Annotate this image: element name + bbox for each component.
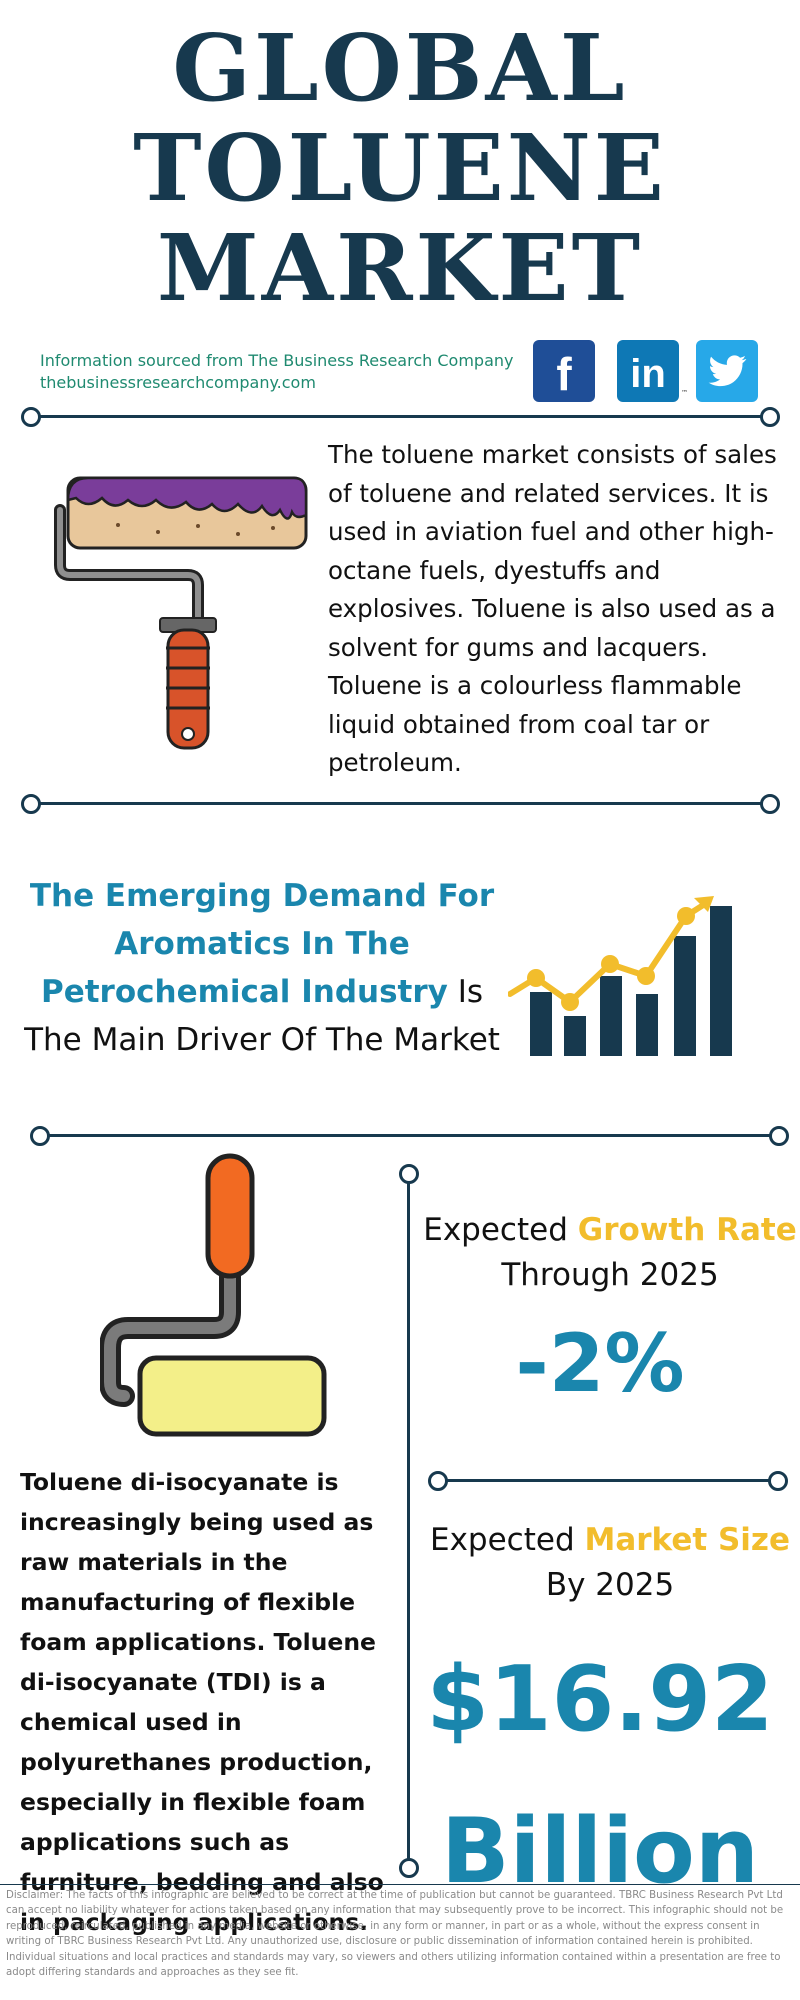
- disclaimer-divider: [0, 1884, 800, 1885]
- divider-dot-right: [768, 1471, 788, 1491]
- divider-line: [438, 1479, 776, 1482]
- market-driver-text: The Emerging Demand For Aromatics In The…: [22, 872, 502, 1064]
- title-line-3: MARKET: [156, 214, 644, 322]
- source-text: Information sourced from The Business Re…: [40, 351, 514, 370]
- market-size-suffix: By 2025: [545, 1567, 675, 1603]
- growth-prefix: Expected: [423, 1212, 578, 1248]
- driver-rest: Is The Main Driver Of The Market: [24, 974, 500, 1058]
- divider-dot-left: [21, 407, 41, 427]
- divider-dot-right: [769, 1126, 789, 1146]
- divider-line: [32, 802, 768, 805]
- divider-dot-right: [760, 407, 780, 427]
- linkedin-icon[interactable]: in: [617, 340, 679, 402]
- growth-rate-label: Expected Growth Rate Through 2025: [420, 1208, 800, 1298]
- intro-text: The toluene market consists of sales of …: [328, 440, 777, 777]
- facebook-icon[interactable]: f: [533, 340, 595, 402]
- divider-line: [40, 1134, 776, 1137]
- divider-dot-left: [21, 794, 41, 814]
- divider-dot-left: [428, 1471, 448, 1491]
- title-line-1: GLOBAL: [172, 14, 628, 122]
- market-size-amount: $16.92: [426, 1647, 774, 1752]
- market-size-value: $16.92 Billion: [410, 1624, 790, 1928]
- twitter-icon[interactable]: [696, 340, 758, 402]
- yellow-paint-roller-icon: [100, 1153, 327, 1437]
- paint-roller-icon: [54, 476, 308, 750]
- divider-line: [32, 415, 768, 418]
- market-size-highlight: Market Size: [584, 1522, 791, 1558]
- svg-text:f: f: [556, 348, 572, 400]
- divider-dot-right: [760, 794, 780, 814]
- tdi-text: Toluene di-isocyanate is increasingly be…: [20, 1468, 384, 1936]
- market-size-label: Expected Market Size By 2025: [420, 1518, 800, 1608]
- growth-suffix: Through 2025: [501, 1257, 719, 1293]
- growth-highlight: Growth Rate: [577, 1212, 797, 1248]
- disclaimer-text: Disclaimer: The facts of this infographi…: [6, 1890, 784, 1979]
- title-line-2: TOLUENE: [133, 114, 667, 222]
- vertical-divider: [407, 1178, 410, 1864]
- source-url[interactable]: thebusinessresearchcompany.com: [40, 373, 316, 392]
- svg-text:in: in: [630, 352, 666, 396]
- market-size-prefix: Expected: [430, 1522, 585, 1558]
- vertical-divider-bottom-dot: [399, 1858, 419, 1878]
- vertical-divider-top-dot: [399, 1164, 419, 1184]
- driver-highlight: The Emerging Demand For Aromatics In The…: [29, 878, 495, 1010]
- growth-bar-chart-icon: [508, 896, 732, 1056]
- growth-rate-value: -2%: [515, 1317, 685, 1410]
- divider-dot-left: [30, 1126, 50, 1146]
- linkedin-trademark: ™: [681, 389, 688, 397]
- page-title: GLOBAL TOLUENE MARKET: [0, 18, 800, 318]
- market-size-unit: Billion: [441, 1799, 759, 1904]
- source-info: Information sourced from The Business Re…: [40, 350, 513, 394]
